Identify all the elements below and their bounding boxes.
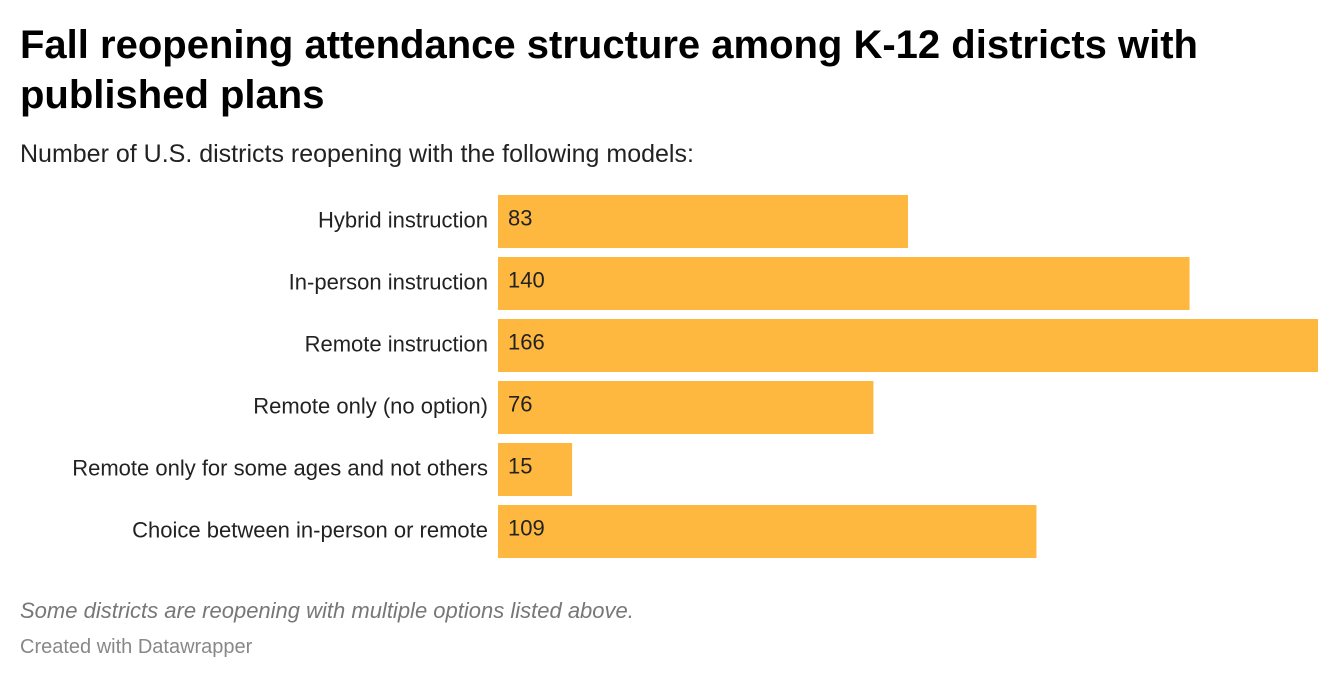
value-label: 109 — [508, 515, 545, 540]
value-label: 15 — [508, 453, 532, 478]
category-label: Remote only (no option) — [253, 393, 488, 418]
value-label: 140 — [508, 267, 545, 292]
value-label: 166 — [508, 329, 545, 354]
bar — [498, 319, 1318, 372]
bar — [498, 257, 1190, 310]
bar — [498, 381, 874, 434]
category-label: Choice between in-person or remote — [132, 517, 488, 542]
category-label: Remote only for some ages and not others — [72, 455, 488, 480]
chart-credit: Created with Datawrapper — [20, 636, 253, 658]
bar — [498, 505, 1037, 558]
chart-notes: Some districts are reopening with multip… — [20, 598, 634, 623]
chart-subtitle: Number of U.S. districts reopening with … — [20, 140, 694, 168]
bar — [498, 195, 908, 248]
chart-title: Fall reopening attendance structure amon… — [20, 23, 1198, 117]
bar — [498, 443, 573, 496]
category-label: Hybrid instruction — [318, 207, 488, 232]
category-label: In-person instruction — [289, 269, 488, 294]
value-label: 83 — [508, 205, 532, 230]
value-label: 76 — [508, 391, 532, 416]
category-label: Remote instruction — [305, 331, 488, 356]
